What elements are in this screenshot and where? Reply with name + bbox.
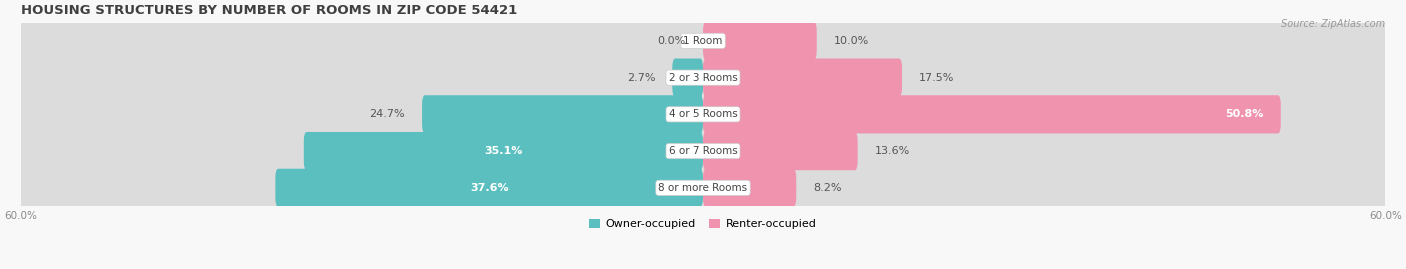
Text: 2.7%: 2.7% xyxy=(627,73,655,83)
Bar xyxy=(21,96,1385,133)
Text: Source: ZipAtlas.com: Source: ZipAtlas.com xyxy=(1281,19,1385,29)
FancyBboxPatch shape xyxy=(304,132,703,170)
Text: 37.6%: 37.6% xyxy=(470,183,509,193)
Bar xyxy=(21,169,1385,206)
Bar xyxy=(21,23,1385,59)
FancyBboxPatch shape xyxy=(21,51,1385,104)
FancyBboxPatch shape xyxy=(21,161,1385,214)
FancyBboxPatch shape xyxy=(21,15,1385,67)
FancyBboxPatch shape xyxy=(703,58,903,97)
FancyBboxPatch shape xyxy=(422,95,703,133)
Text: 17.5%: 17.5% xyxy=(920,73,955,83)
Text: 2 or 3 Rooms: 2 or 3 Rooms xyxy=(669,73,737,83)
FancyBboxPatch shape xyxy=(672,58,703,97)
Text: 6 or 7 Rooms: 6 or 7 Rooms xyxy=(669,146,737,156)
Text: 24.7%: 24.7% xyxy=(370,109,405,119)
FancyBboxPatch shape xyxy=(276,169,703,207)
Bar xyxy=(21,59,1385,96)
Text: 8 or more Rooms: 8 or more Rooms xyxy=(658,183,748,193)
FancyBboxPatch shape xyxy=(21,125,1385,178)
Text: 8.2%: 8.2% xyxy=(813,183,842,193)
Bar xyxy=(21,133,1385,169)
Text: 0.0%: 0.0% xyxy=(658,36,686,46)
FancyBboxPatch shape xyxy=(703,132,858,170)
Text: 10.0%: 10.0% xyxy=(834,36,869,46)
Text: 1 Room: 1 Room xyxy=(683,36,723,46)
Text: 13.6%: 13.6% xyxy=(875,146,910,156)
FancyBboxPatch shape xyxy=(703,169,796,207)
Text: HOUSING STRUCTURES BY NUMBER OF ROOMS IN ZIP CODE 54421: HOUSING STRUCTURES BY NUMBER OF ROOMS IN… xyxy=(21,4,517,17)
FancyBboxPatch shape xyxy=(703,95,1281,133)
Text: 50.8%: 50.8% xyxy=(1225,109,1264,119)
Text: 4 or 5 Rooms: 4 or 5 Rooms xyxy=(669,109,737,119)
FancyBboxPatch shape xyxy=(703,22,817,60)
FancyBboxPatch shape xyxy=(21,88,1385,141)
Text: 35.1%: 35.1% xyxy=(484,146,523,156)
Legend: Owner-occupied, Renter-occupied: Owner-occupied, Renter-occupied xyxy=(585,214,821,234)
